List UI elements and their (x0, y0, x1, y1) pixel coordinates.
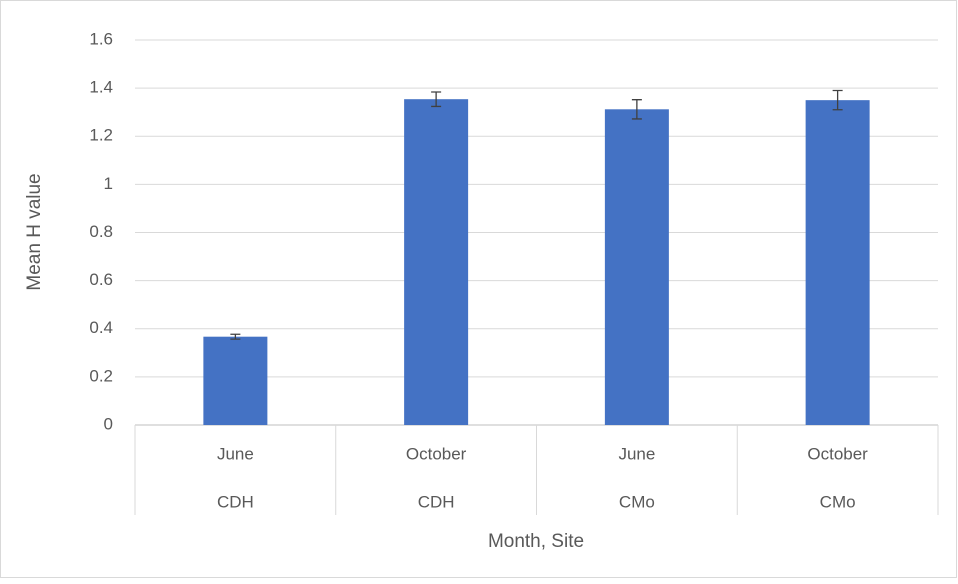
y-axis-title: Mean H value (24, 173, 45, 290)
y-tick-label: 1.6 (89, 29, 113, 48)
x-axis-title: Month, Site (488, 531, 584, 552)
x-tick-label: June (618, 444, 655, 463)
x-group-label: CMo (820, 492, 856, 511)
x-group-label: CDH (418, 492, 455, 511)
error-bar (431, 91, 442, 108)
y-tick-label: 0.4 (89, 318, 113, 337)
y-tick-label: 1.4 (89, 78, 113, 97)
bar (404, 99, 469, 425)
error-bar (832, 89, 843, 111)
y-tick-label: 0 (104, 414, 113, 433)
bar (604, 109, 669, 426)
x-group-label: CDH (217, 492, 254, 511)
y-tick-label: 0.8 (89, 222, 113, 241)
x-tick-label: October (807, 444, 868, 463)
x-group-label: CMo (619, 492, 655, 511)
bar (203, 336, 268, 425)
error-bar (230, 333, 241, 340)
bar (805, 100, 870, 425)
y-tick-label: 1.2 (89, 126, 113, 145)
x-tick-label: June (217, 444, 254, 463)
x-tick-label: October (406, 444, 467, 463)
y-tick-label: 1 (104, 174, 113, 193)
y-tick-label: 0.2 (89, 366, 113, 385)
y-tick-label: 0.6 (89, 270, 113, 289)
error-bar (631, 99, 642, 120)
